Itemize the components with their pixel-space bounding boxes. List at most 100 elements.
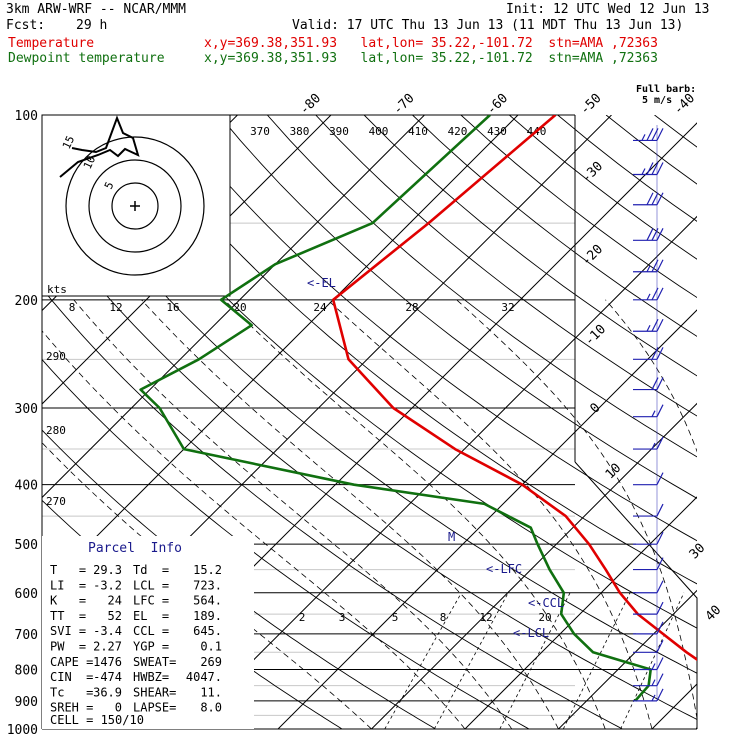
- isotherm-line: [42, 115, 519, 592]
- temperature-tick-label: -30: [579, 159, 606, 186]
- wind-barb-flag: [656, 287, 664, 301]
- temperature-tick-label: 40: [703, 603, 725, 625]
- hodograph-speed-label: 12: [109, 301, 122, 314]
- wind-barb-flag: [651, 287, 659, 301]
- hodograph-speed-label: 24: [313, 301, 327, 314]
- parcel-param-value: 269: [200, 655, 222, 669]
- parcel-param-value: 29.3: [93, 563, 122, 577]
- wind-barb-half-flag: [641, 134, 646, 141]
- header-fcst-label: Fcst:: [6, 18, 46, 33]
- parcel-param-value: 564.: [193, 594, 222, 608]
- parcel-param-value: -474: [93, 670, 122, 684]
- parcel-param-value: 15.2: [193, 563, 222, 577]
- wind-barb-half-flag: [651, 679, 656, 686]
- hodograph-ring: [111, 182, 159, 230]
- barb-note-2: 5 m/s: [642, 95, 673, 106]
- hodograph-trace: [59, 115, 140, 178]
- parcel-param-label: SREH =: [50, 701, 93, 715]
- parcel-param-value: 11.: [200, 685, 222, 699]
- parcel-param-value: 24: [108, 594, 122, 608]
- theta-tick-label: 270: [46, 495, 66, 508]
- wind-barb-half-flag: [651, 442, 656, 450]
- dry-adiabat-line: [363, 115, 697, 377]
- dry-adiabat-line: [170, 115, 697, 542]
- wind-barb-flag: [656, 673, 664, 686]
- parcel-param-value: 723.: [193, 578, 222, 592]
- barb-note-1: Full barb:: [636, 84, 697, 95]
- temperature-tick-label: -50: [577, 91, 604, 118]
- wind-barb-half-flag: [651, 410, 656, 417]
- mixing-ratio-line: [499, 592, 571, 729]
- hodograph-speed-label: 28: [405, 301, 418, 314]
- wind-barb-flag: [646, 192, 654, 205]
- wind-barb-flag: [656, 347, 664, 360]
- wind-barb-flag: [656, 531, 664, 545]
- parcel-info-title: Parcel Info: [88, 541, 182, 556]
- dry-adiabat-line: [218, 115, 697, 499]
- theta-tick-label: 410: [408, 125, 428, 138]
- dry-adiabat-line: [703, 115, 740, 729]
- isotherm-line: [371, 402, 697, 729]
- mixing-ratio-label: 20: [538, 611, 551, 624]
- hodograph-ring-label: 5: [102, 180, 117, 191]
- wind-barb-flag: [656, 621, 664, 635]
- parcel-param-label: LI =: [50, 578, 86, 592]
- dry-adiabat-line: [73, 115, 697, 629]
- mixing-ratio-line: [562, 592, 631, 729]
- mixing-ratio-line: [433, 592, 509, 729]
- wind-barb-flag: [656, 404, 664, 417]
- wind-barb-flag: [656, 228, 664, 241]
- parcel-param-label: PW =: [50, 640, 86, 654]
- mixing-ratio-label: 3: [339, 611, 346, 624]
- temperature-tick-label: -80: [297, 91, 324, 118]
- mixing-ratio-label: 5: [392, 611, 399, 624]
- wind-barb-flag: [656, 557, 664, 570]
- theta-tick-label: 400: [369, 125, 389, 138]
- wind-barb-flag: [656, 601, 664, 615]
- pressure-tick-label: 600: [15, 587, 38, 602]
- mixing-ratio-line: [620, 592, 685, 729]
- moist-adiabat-line: [141, 299, 559, 729]
- parcel-param-value: -3.2: [93, 578, 122, 592]
- pressure-tick-label: 100: [15, 109, 38, 124]
- wind-barb-flag: [656, 377, 664, 390]
- parcel-info-box: [42, 536, 254, 729]
- parcel-param-value: 0.1: [200, 640, 222, 654]
- wind-barb-flag: [656, 580, 664, 594]
- temperature-tick-label: 0: [587, 400, 603, 416]
- dry-adiabat-line: [42, 287, 623, 729]
- parcel-param-label: SVI =: [50, 624, 86, 638]
- dry-adiabat-line: [315, 115, 697, 417]
- pressure-tick-label: 900: [15, 695, 38, 710]
- mixing-ratio-label: 2: [299, 611, 306, 624]
- isotherm-line: [558, 589, 697, 729]
- parcel-param-label: SHEAR=: [133, 685, 176, 699]
- temperature-tick-label: -10: [582, 322, 609, 349]
- wind-barb-flag: [651, 128, 659, 141]
- parcel-param-value: 4047.: [186, 670, 222, 684]
- wind-barb-flag: [651, 192, 659, 205]
- temperature-line: [331, 115, 697, 662]
- dewpoint-line: [139, 115, 652, 702]
- parcel-param-label: Td =: [133, 563, 169, 577]
- header-model: 3km ARW-WRF -- NCAR/MMM: [6, 2, 187, 17]
- wind-barb-flag: [651, 259, 659, 273]
- pressure-tick-label: 800: [15, 663, 38, 678]
- parcel-param-value: 1476: [93, 655, 122, 669]
- header-init: Init: 12 UTC Wed 12 Jun 13: [506, 2, 710, 17]
- moist-adiabat-line: [42, 330, 466, 729]
- hodograph-ring-label: 10: [81, 154, 98, 172]
- wind-barb-flag: [656, 192, 664, 205]
- temperature-tick-label: -40: [671, 91, 698, 118]
- parcel-param-label: SWEAT=: [133, 655, 176, 669]
- dry-adiabat-line: [605, 115, 697, 185]
- parcel-param-value: 8.0: [200, 701, 222, 715]
- hodograph-speed-label: 16: [166, 301, 179, 314]
- theta-tick-label: 280: [46, 424, 66, 437]
- isotherm-line: [464, 496, 697, 729]
- wind-barb-flag: [651, 377, 659, 390]
- theta-tick-label: 370: [250, 125, 270, 138]
- theta-tick-label: 430: [487, 125, 507, 138]
- wind-barb-half-flag: [641, 168, 646, 175]
